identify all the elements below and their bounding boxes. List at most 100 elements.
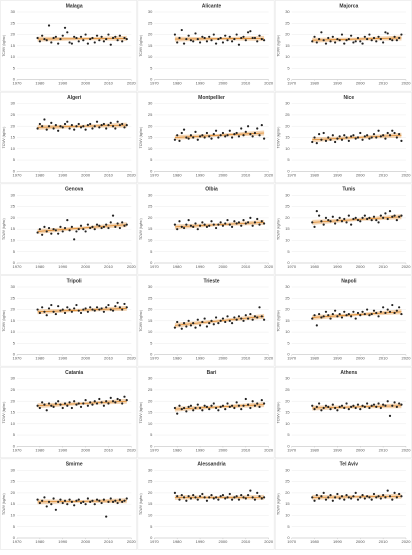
point [203,317,206,320]
y-tick-label: 20 [148,123,153,128]
point [345,402,348,405]
point [82,402,85,405]
point [384,311,387,315]
point [395,219,398,222]
point [253,36,257,40]
point [331,499,334,502]
x-tick-label: 2010 [241,356,251,361]
x-tick-label: 2020 [264,447,274,452]
point [185,410,188,413]
point [370,39,373,42]
x-tick-label: 1980 [173,81,183,86]
point [246,125,250,128]
y-tick-label: 0 [287,535,290,540]
x-tick-label: 1990 [196,264,206,269]
y-tick-label: 5 [150,65,153,70]
point [63,499,67,502]
y-tick-label: 0 [150,77,153,82]
x-tick-label: 1980 [310,264,320,269]
y-axis-label: TCWV (kg/m²) [2,218,6,240]
y-axis-label: TCWV (kg/m²) [2,127,6,149]
point [313,314,316,317]
point [322,315,325,318]
y-tick-label: 15 [285,226,290,231]
y-tick-label: 30 [148,376,153,381]
point [54,312,57,316]
point [253,131,257,135]
point [102,122,105,126]
point [214,226,218,230]
point [354,216,357,219]
x-tick-label: 2010 [104,172,114,177]
x-tick-label: 2010 [241,172,251,177]
point [102,404,105,407]
trend-line [174,315,265,326]
point [107,500,110,504]
x-tick-label: 2000 [218,264,228,269]
point [63,402,67,405]
x-tick-label: 2020 [127,81,137,86]
x-tick-label: 2010 [241,264,251,269]
point [201,221,204,224]
x-tick-label: 1980 [310,81,320,86]
point [343,498,346,501]
point [86,404,89,407]
point [262,222,266,225]
point [242,496,245,499]
point [336,37,339,41]
point [114,499,117,502]
x-tick-label: 1990 [196,172,206,177]
point [102,498,105,501]
point [121,122,124,126]
point [354,40,357,43]
point [379,406,382,410]
x-tick-label: 2010 [379,81,389,86]
point [114,127,117,130]
point [63,311,67,315]
point [363,135,366,138]
x-tick-label: 1970 [287,447,297,452]
y-tick-label: 25 [285,20,290,25]
point [212,133,215,136]
point [313,499,316,502]
point [100,307,103,310]
point [47,24,51,27]
point [391,215,394,218]
point [356,498,360,501]
point [192,321,195,325]
point [368,314,371,317]
y-tick-label: 10 [285,238,290,243]
point [262,402,266,405]
point [235,401,238,404]
point [125,223,128,226]
point [258,405,261,408]
point [244,314,247,317]
point [214,42,218,45]
point [320,495,323,498]
point [59,309,62,312]
point [68,127,71,130]
point [322,131,325,135]
point [36,498,39,501]
point [352,495,355,498]
point [93,41,96,44]
y-tick-label: 5 [13,249,16,254]
point [47,402,51,405]
point [205,225,209,229]
trend-line [174,132,265,138]
panel-title: Majorca [339,3,358,9]
x-tick-label: 1990 [333,447,343,452]
trend-line [37,308,127,313]
point [235,131,238,135]
y-tick-label: 30 [148,9,153,14]
y-tick-label: 10 [148,146,153,151]
panel-border [0,0,138,92]
point [382,134,385,137]
point [63,122,67,126]
point [75,125,78,128]
panel-border [137,0,275,92]
y-tick-label: 0 [13,352,16,357]
x-tick-label: 1990 [196,447,206,452]
point [331,134,334,137]
y-tick-label: 15 [11,318,16,323]
